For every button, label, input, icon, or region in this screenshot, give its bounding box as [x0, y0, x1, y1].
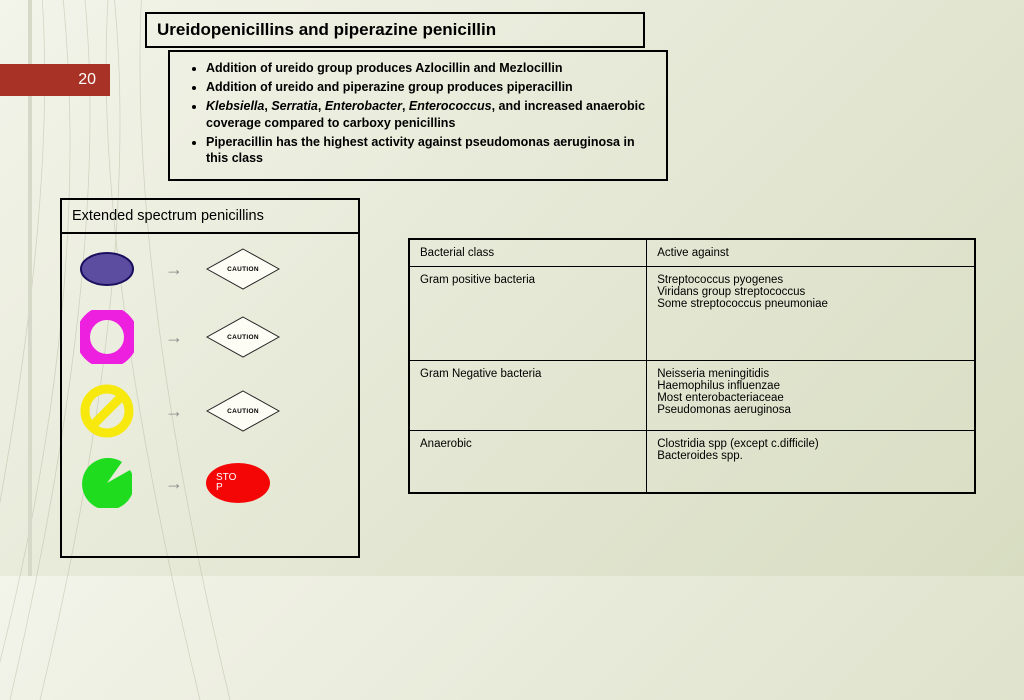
pacman-icon: [82, 458, 132, 508]
table-header: Active against: [647, 239, 975, 267]
table-row: Gram Negative bacteria Neisseria meningi…: [409, 361, 975, 431]
caution-diamond: CAUTION: [206, 316, 280, 358]
table-row: Gram positive bacteria Streptococcus pyo…: [409, 267, 975, 361]
bullet-item: Addition of ureido group produces Azloci…: [206, 60, 656, 77]
panel-body: → CAUTION → CAUTION: [62, 234, 358, 518]
bullet-item: Klebsiella, Serratia, Enterobacter, Ente…: [206, 98, 656, 132]
panel-row: → CAUTION: [72, 248, 348, 290]
panel-row: → CAUTION: [72, 310, 348, 364]
arrow-icon: →: [160, 327, 188, 348]
caution-diamond: CAUTION: [206, 390, 280, 432]
stop-label: STOP: [216, 473, 236, 494]
arrow-icon: →: [160, 401, 188, 422]
slide-number-badge: 20: [0, 64, 110, 96]
table-header-row: Bacterial class Active against: [409, 239, 975, 267]
bullet-list: Addition of ureido group produces Azloci…: [180, 60, 656, 167]
table-header: Bacterial class: [409, 239, 647, 267]
table-cell: Clostridia spp (except c.difficile)Bacte…: [647, 431, 975, 493]
arrow-icon: →: [160, 473, 188, 494]
panel-title: Extended spectrum penicillins: [62, 200, 358, 234]
diamond-label: CAUTION: [227, 334, 259, 341]
table-cell: Streptococcus pyogenesViridans group str…: [647, 267, 975, 361]
table-cell: Gram Negative bacteria: [409, 361, 647, 431]
bullets-box: Addition of ureido group produces Azloci…: [168, 50, 668, 181]
table-cell: Gram positive bacteria: [409, 267, 647, 361]
arrow-icon: →: [160, 259, 188, 280]
bullet-item: Piperacillin has the highest activity ag…: [206, 134, 656, 168]
ellipse-icon: [78, 250, 136, 288]
donut-icon: [80, 310, 134, 364]
caution-diamond: CAUTION: [206, 248, 280, 290]
no-sign-icon: [80, 384, 134, 438]
title-box: Ureidopenicillins and piperazine penicil…: [145, 12, 645, 48]
table-cell: Neisseria meningitidisHaemophilus influe…: [647, 361, 975, 431]
page-title: Ureidopenicillins and piperazine penicil…: [157, 20, 496, 39]
table-cell: Anaerobic: [409, 431, 647, 493]
stop-ellipse: STOP: [206, 463, 270, 503]
spectrum-panel: Extended spectrum penicillins → CAUTION …: [60, 198, 360, 558]
diamond-label: CAUTION: [227, 266, 259, 273]
panel-row: → CAUTION: [72, 384, 348, 438]
bullet-item: Addition of ureido and piperazine group …: [206, 79, 656, 96]
panel-row: → STOP: [72, 458, 348, 508]
slide-number: 20: [78, 71, 96, 89]
table-row: Anaerobic Clostridia spp (except c.diffi…: [409, 431, 975, 493]
diamond-label: CAUTION: [227, 408, 259, 415]
activity-table: Bacterial class Active against Gram posi…: [408, 238, 976, 494]
